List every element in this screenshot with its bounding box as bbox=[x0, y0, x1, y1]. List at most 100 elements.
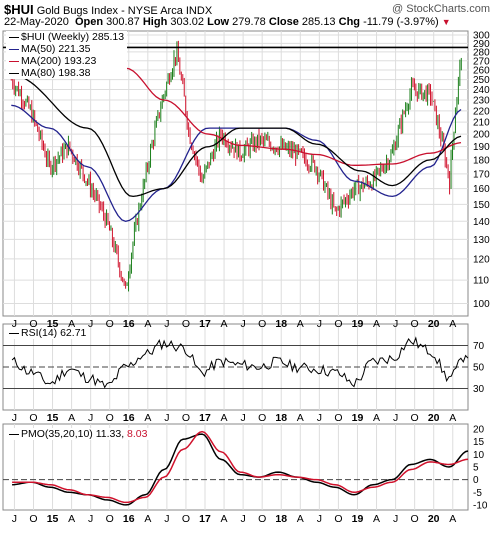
price-y-tick-label: 220 bbox=[473, 106, 490, 117]
price-y-tick-label: 260 bbox=[473, 66, 490, 77]
high-label: High bbox=[142, 16, 168, 28]
price-x-tick-label: A bbox=[373, 318, 380, 330]
rsi-x-tick-label: A bbox=[68, 412, 75, 424]
pmo-series-2 bbox=[12, 430, 469, 504]
rsi-x-tick-label: A bbox=[297, 412, 304, 424]
ticker-symbol: $HUI bbox=[4, 2, 34, 17]
pmo-x-tick-label: O bbox=[182, 513, 190, 525]
price-x-tick-label: 18 bbox=[275, 318, 287, 330]
price-y-tick-label: 200 bbox=[473, 130, 490, 141]
price-x-tick-label: 15 bbox=[47, 318, 59, 330]
price-x-tick-label: J bbox=[393, 318, 398, 330]
legend-ma50: MA(50) 221.35 bbox=[9, 43, 124, 55]
rsi-x-tick-label: A bbox=[449, 412, 456, 424]
rsi-legend: RSI(14) 62.71 bbox=[6, 327, 90, 339]
price-y-tick-label: 230 bbox=[473, 95, 490, 106]
rsi-x-tick-label: J bbox=[88, 412, 93, 424]
rsi-x-tick-label: 20 bbox=[428, 412, 440, 424]
rsi-x-tick-label: J bbox=[393, 412, 398, 424]
quote-date: 22-May-2020 bbox=[4, 16, 69, 28]
ma-line-ma80 bbox=[11, 74, 462, 198]
legend-price: $HUI (Weekly) 285.13 bbox=[9, 31, 124, 43]
rsi-x-tick-label: J bbox=[317, 412, 322, 424]
price-x-tick-label: J bbox=[88, 318, 93, 330]
rsi-x-tick-label: 18 bbox=[275, 412, 287, 424]
pmo-x-tick-label: 17 bbox=[199, 513, 211, 525]
pmo-x-tick-label: O bbox=[411, 513, 419, 525]
rsi-x-tick-label: J bbox=[164, 412, 169, 424]
price-x-tick-label: A bbox=[449, 318, 456, 330]
pmo-x-tick-label: A bbox=[144, 513, 151, 525]
pmo-x-tick-label: A bbox=[373, 513, 380, 525]
pmo-x-tick-label: 15 bbox=[47, 513, 59, 525]
pmo-legend-signal: 8.03 bbox=[127, 428, 148, 440]
rsi-x-tick-label: 19 bbox=[352, 412, 364, 424]
rsi-x-tick-label: O bbox=[258, 412, 266, 424]
price-y-tick-label: 140 bbox=[473, 217, 490, 228]
rsi-y-tick-label: 50 bbox=[473, 363, 485, 374]
pmo-x-tick-label: 20 bbox=[428, 513, 440, 525]
price-y-tick-label: 100 bbox=[473, 299, 490, 310]
high-value: 303.02 bbox=[170, 16, 205, 28]
pmo-x-tick-label: 16 bbox=[123, 513, 135, 525]
pmo-x-tick-label: 18 bbox=[275, 513, 287, 525]
rsi-y-tick-label: 30 bbox=[473, 384, 485, 395]
pmo-x-tick-label: A bbox=[449, 513, 456, 525]
pmo-legend-main: PMO(35,20,10) 11.33, bbox=[21, 428, 125, 440]
price-y-tick-label: 120 bbox=[473, 254, 490, 265]
rsi-x-tick-label: 17 bbox=[199, 412, 211, 424]
price-x-tick-label: O bbox=[29, 318, 37, 330]
legend-ma200: MA(200) 193.23 bbox=[9, 55, 124, 67]
rsi-x-tick-label: 15 bbox=[47, 412, 59, 424]
price-y-tick-label: 110 bbox=[473, 276, 489, 287]
pmo-y-tick-label: 20 bbox=[473, 425, 485, 436]
price-x-tick-label: A bbox=[297, 318, 304, 330]
open-label: Open bbox=[74, 16, 104, 28]
pmo-x-tick-label: J bbox=[393, 513, 398, 525]
rsi-x-tick-label: O bbox=[182, 412, 190, 424]
index-name: Gold Bugs Index - NYSE Arca INDX bbox=[36, 5, 213, 17]
price-y-tick-label: 190 bbox=[473, 142, 490, 153]
price-x-tick-label: J bbox=[317, 318, 322, 330]
pmo-x-tick-label: O bbox=[29, 513, 37, 525]
price-y-tick-label: 280 bbox=[473, 47, 490, 58]
rsi-y-tick-label: 70 bbox=[473, 341, 485, 352]
price-x-tick-label: A bbox=[68, 318, 75, 330]
rsi-x-tick-label: O bbox=[29, 412, 37, 424]
pmo-x-tick-label: A bbox=[68, 513, 75, 525]
price-y-tick-label: 170 bbox=[473, 169, 490, 180]
rsi-series-1 bbox=[11, 336, 469, 389]
pmo-y-tick-label: 0 bbox=[473, 475, 479, 486]
rsi-x-tick-label: J bbox=[12, 412, 17, 424]
pmo-y-tick-label: -5 bbox=[473, 488, 482, 499]
pmo-y-tick-label: -10 bbox=[473, 500, 488, 511]
pmo-x-tick-label: J bbox=[240, 513, 245, 525]
pmo-x-tick-label: O bbox=[106, 513, 114, 525]
pmo-series-1 bbox=[12, 433, 469, 506]
rsi-x-tick-label: O bbox=[411, 412, 419, 424]
price-y-tick-label: 180 bbox=[473, 155, 490, 166]
rsi-legend-text: RSI(14) 62.71 bbox=[21, 327, 87, 339]
down-triangle-icon: ▼ bbox=[441, 17, 451, 27]
source-label: @ StockCharts.com bbox=[392, 3, 490, 15]
pmo-y-tick-label: 15 bbox=[473, 437, 485, 448]
pmo-panel-frame bbox=[2, 423, 469, 511]
price-y-tick-label: 300 bbox=[473, 31, 490, 42]
pmo-x-tick-label: O bbox=[334, 513, 342, 525]
pmo-x-tick-label: A bbox=[297, 513, 304, 525]
ma-line-ma200 bbox=[125, 67, 462, 166]
header-title-row: $HUI Gold Bugs Index - NYSE Arca INDX bbox=[4, 2, 212, 17]
chg-label: Chg bbox=[338, 16, 361, 28]
price-legend: $HUI (Weekly) 285.13 MA(50) 221.35 MA(20… bbox=[6, 31, 128, 79]
price-x-tick-label: 16 bbox=[123, 318, 135, 330]
price-x-tick-label: A bbox=[144, 318, 151, 330]
pmo-x-tick-label: J bbox=[317, 513, 322, 525]
price-y-tick-label: 250 bbox=[473, 75, 490, 86]
low-label: Low bbox=[207, 16, 230, 28]
open-value: 300.87 bbox=[106, 16, 140, 28]
rsi-x-tick-label: O bbox=[334, 412, 342, 424]
price-y-tick-label: 130 bbox=[473, 235, 490, 246]
price-x-tick-label: 17 bbox=[199, 318, 211, 330]
price-x-tick-label: J bbox=[164, 318, 169, 330]
